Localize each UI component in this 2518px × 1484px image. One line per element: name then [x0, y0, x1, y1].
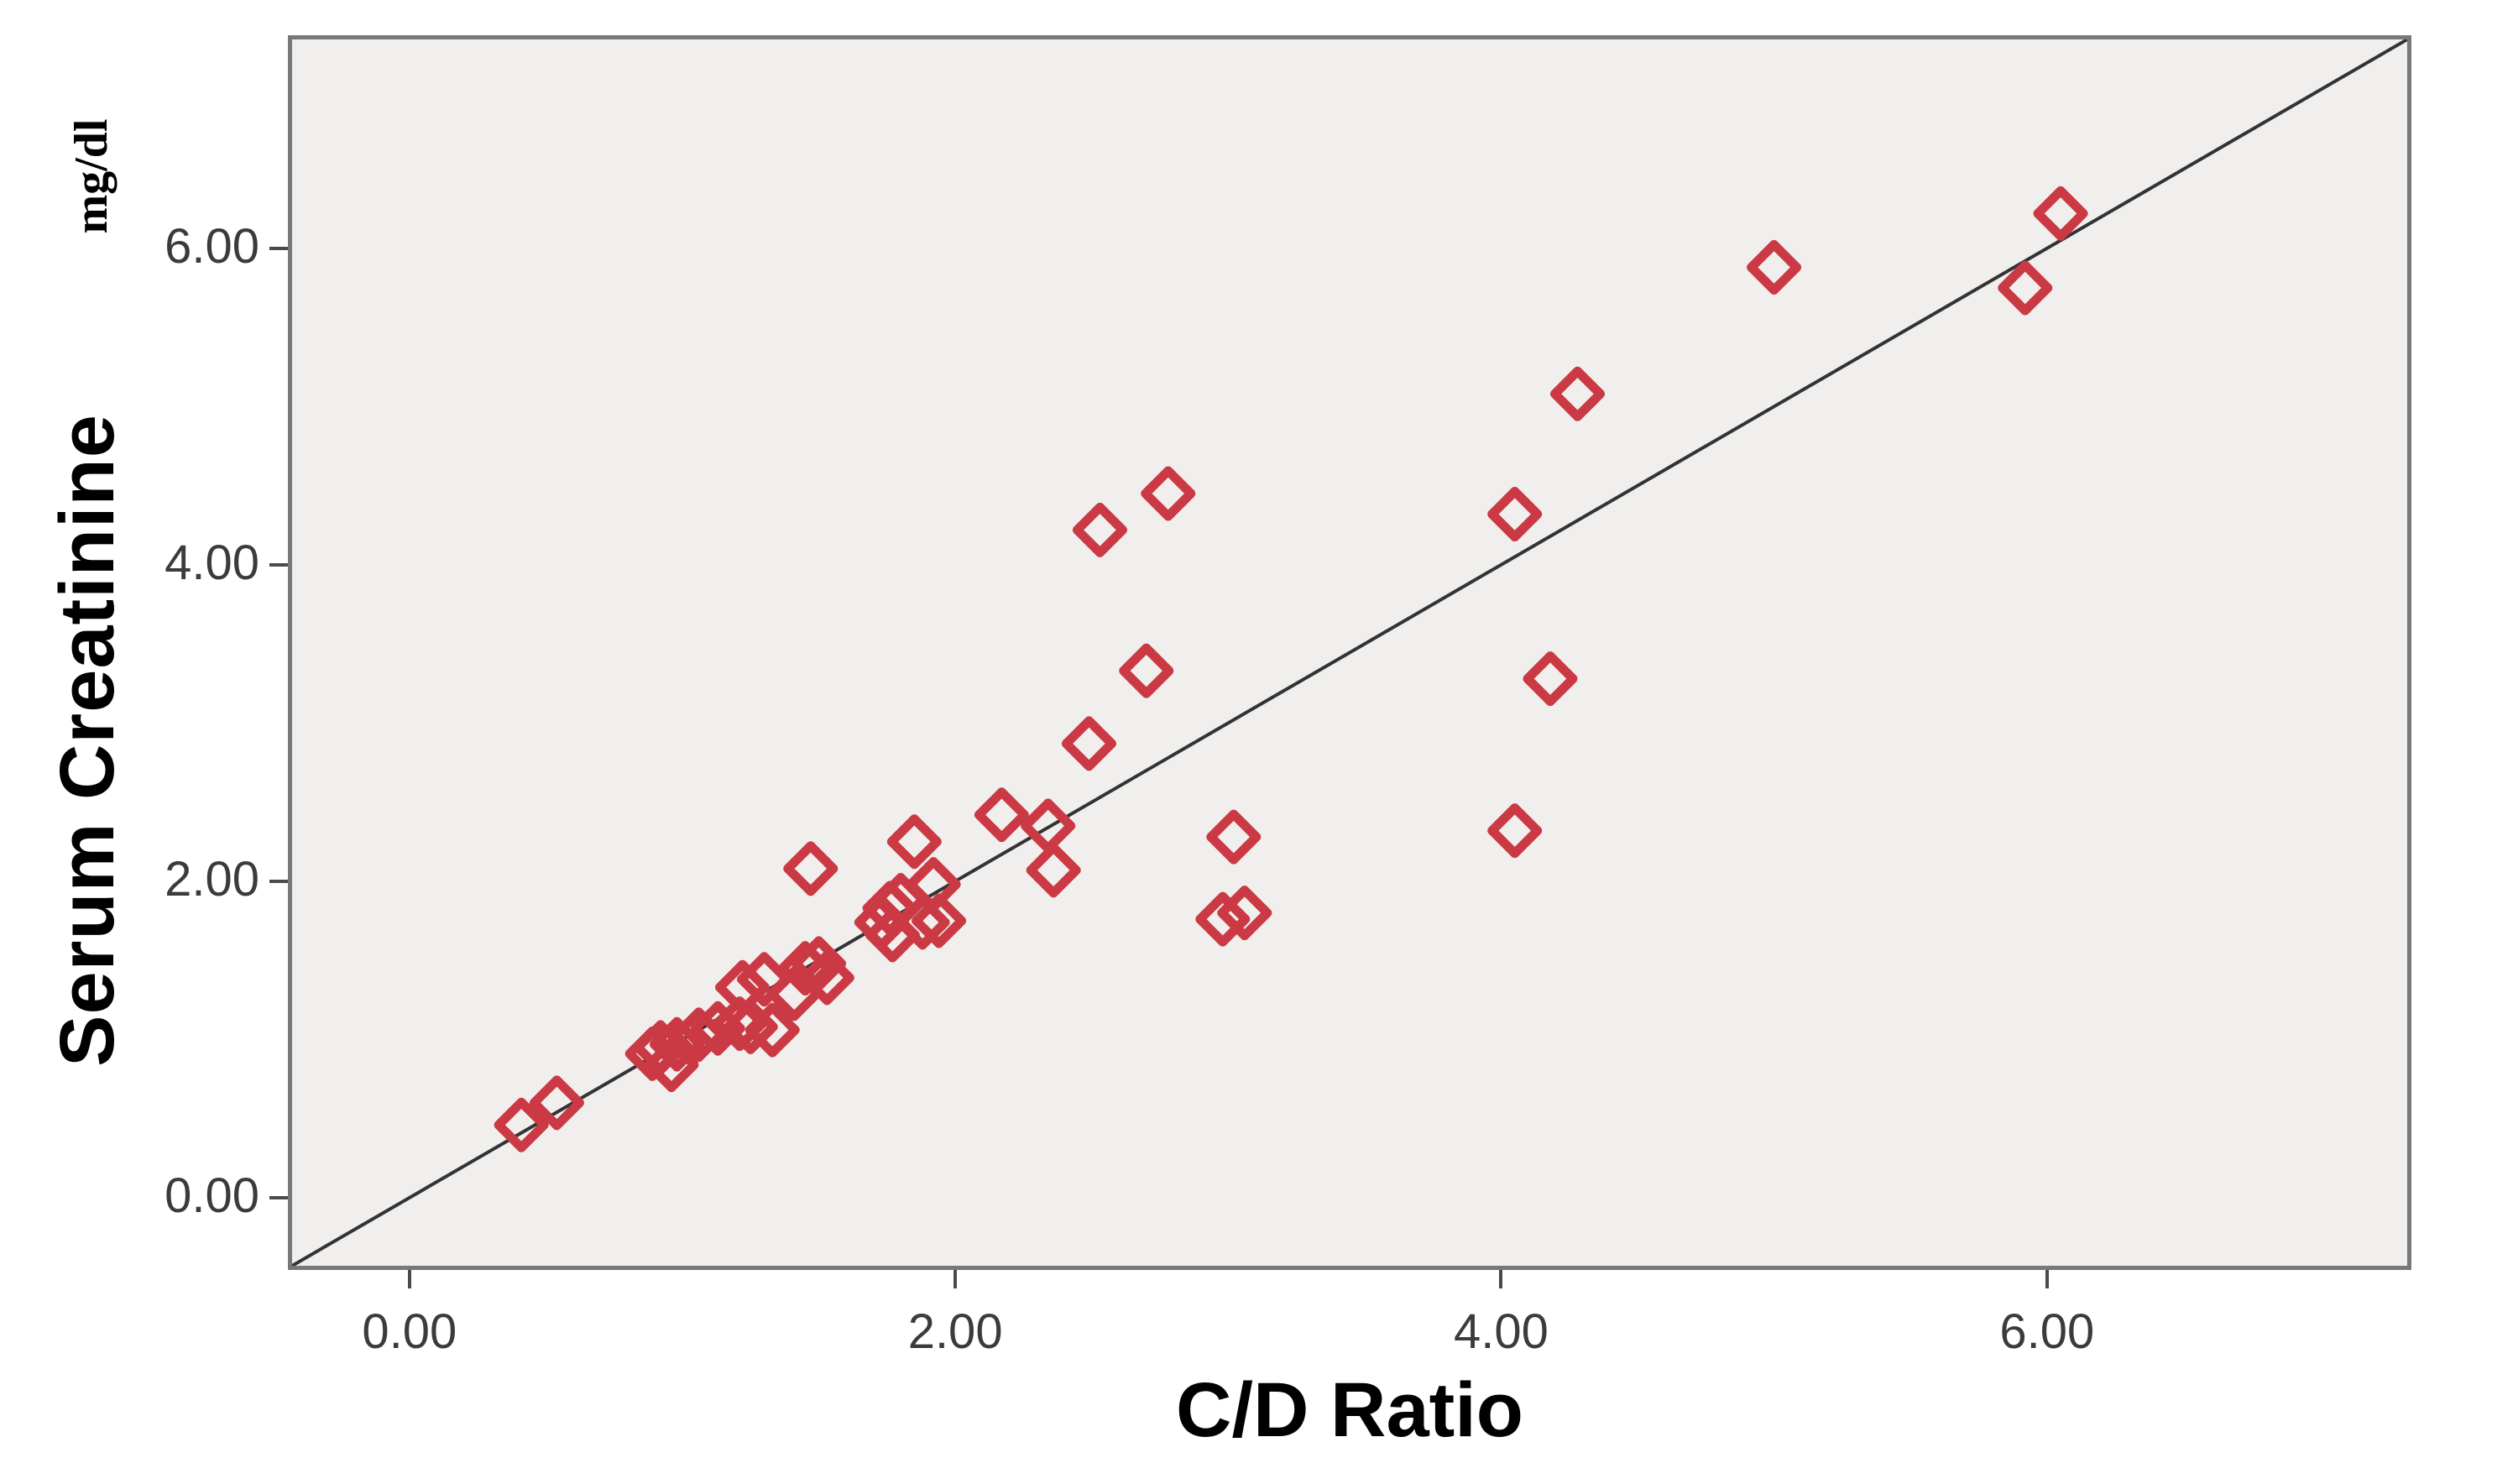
- data-point-marker: [1072, 502, 1127, 557]
- data-point-marker: [744, 1002, 800, 1058]
- data-point-marker: [1206, 809, 1262, 865]
- data-point-marker: [649, 1016, 704, 1072]
- data-point-marker: [906, 857, 961, 912]
- y-tick-label: 6.00: [165, 218, 259, 274]
- x-tick-mark: [407, 1270, 411, 1288]
- data-point-marker: [1119, 643, 1174, 698]
- data-point-marker: [2033, 186, 2088, 241]
- data-point-marker: [1217, 886, 1272, 941]
- data-point-marker: [783, 841, 838, 896]
- plot-area: [288, 35, 2411, 1270]
- data-point-marker: [529, 1075, 584, 1131]
- data-point-marker: [1026, 843, 1081, 898]
- x-tick-mark: [2045, 1270, 2049, 1288]
- x-tick-mark: [953, 1270, 958, 1288]
- x-tick-label: 0.00: [362, 1304, 457, 1359]
- data-point-marker: [1141, 466, 1196, 521]
- data-point-marker: [494, 1097, 549, 1152]
- data-point-marker: [1487, 487, 1543, 542]
- x-tick-label: 2.00: [907, 1304, 1003, 1359]
- data-point-marker: [715, 959, 771, 1015]
- data-point-marker: [671, 1007, 726, 1063]
- y-tick-mark: [269, 562, 288, 567]
- y-tick-label: 0.00: [165, 1168, 259, 1223]
- identity-line: [292, 39, 2407, 1266]
- y-tick-label: 2.00: [165, 851, 259, 907]
- y-axis-title: Serum Creatinine: [44, 414, 130, 1067]
- data-point-marker: [712, 996, 767, 1052]
- data-point-marker: [1523, 651, 1578, 707]
- data-point-marker: [1550, 366, 1606, 421]
- y-tick-mark: [269, 246, 288, 250]
- y-tick-mark: [269, 879, 288, 883]
- data-point-marker: [1747, 239, 1802, 295]
- data-point-marker: [912, 893, 967, 948]
- data-point-marker: [1061, 716, 1116, 771]
- data-point-marker: [1998, 260, 2053, 316]
- data-point-marker: [737, 952, 792, 1007]
- data-point-marker: [974, 787, 1029, 843]
- y-tick-mark: [269, 1195, 288, 1199]
- data-point-marker: [1195, 891, 1251, 947]
- x-tick-label: 6.00: [1999, 1304, 2095, 1359]
- data-point-marker: [1487, 803, 1543, 859]
- scatter-plot: [292, 39, 2407, 1266]
- x-axis-title: C/D Ratio: [1176, 1367, 1523, 1453]
- data-point-marker: [895, 895, 950, 950]
- y-tick-label: 4.00: [165, 535, 259, 590]
- data-point-marker: [886, 814, 942, 870]
- x-tick-label: 4.00: [1454, 1304, 1549, 1359]
- x-tick-mark: [1499, 1270, 1503, 1288]
- data-point-marker: [644, 1037, 699, 1093]
- data-point-marker: [799, 950, 854, 1006]
